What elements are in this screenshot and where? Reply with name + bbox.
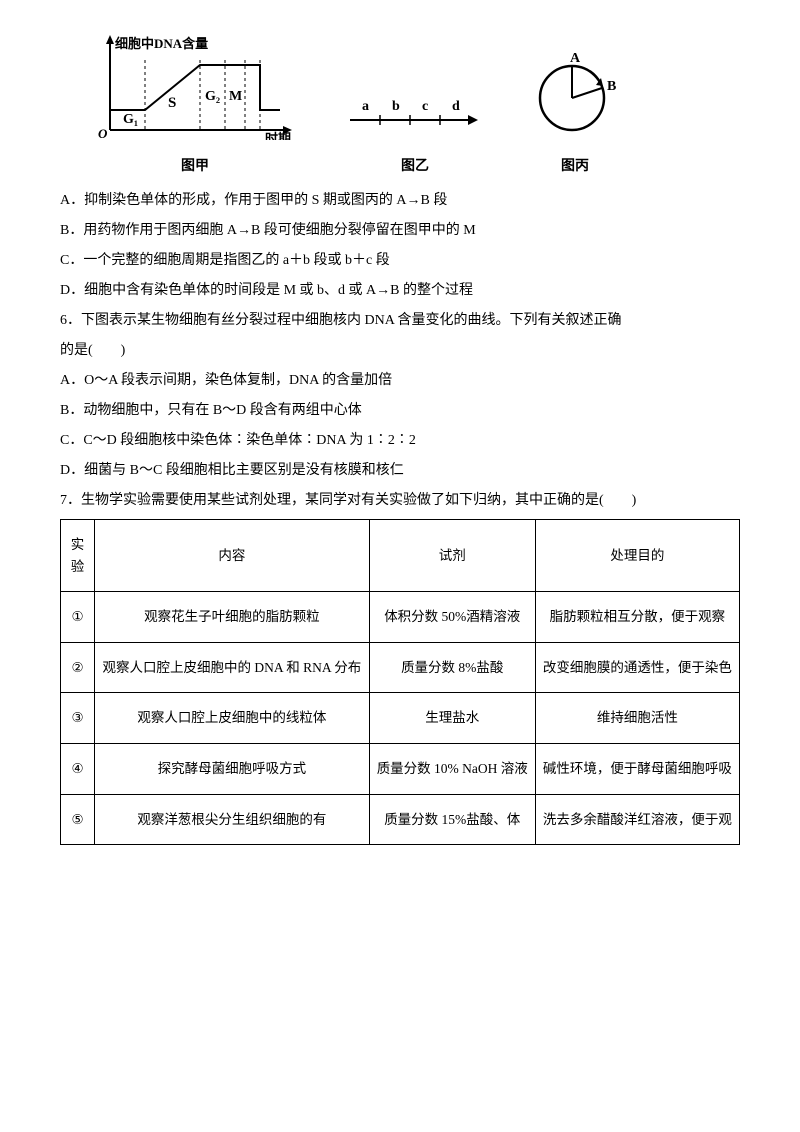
svg-text:时期: 时期 (265, 131, 291, 140)
q6-a: A．O～A 段表示间期，染色体复制，DNA 的含量加倍 (60, 367, 740, 395)
svg-text:G₂: G₂ (205, 89, 220, 104)
table-row: ④ 探究酵母菌细胞呼吸方式 质量分数 10% NaOH 溶液 碱性环境，便于酵母… (61, 743, 740, 794)
table-row: ③ 观察人口腔上皮细胞中的线粒体 生理盐水 维持细胞活性 (61, 693, 740, 744)
th-content: 内容 (95, 520, 370, 592)
table-row: ① 观察花生子叶细胞的脂肪颗粒 体积分数 50%酒精溶液 脂肪颗粒相互分散，便于… (61, 592, 740, 643)
q6-b: B．动物细胞中，只有在 B～D 段含有两组中心体 (60, 397, 740, 425)
opt-b: B．用药物作用于图丙细胞 A→B 段可使细胞分裂停留在图甲中的 M (60, 217, 740, 245)
svg-text:O: O (98, 126, 108, 140)
experiment-table: 实验 内容 试剂 处理目的 ① 观察花生子叶细胞的脂肪颗粒 体积分数 50%酒精… (60, 519, 740, 845)
q6-d: D．细菌与 B～C 段细胞相比主要区别是没有核膜和核仁 (60, 457, 740, 485)
th-reagent: 试剂 (369, 520, 535, 592)
table-body: ① 观察花生子叶细胞的脂肪颗粒 体积分数 50%酒精溶液 脂肪颗粒相互分散，便于… (61, 592, 740, 845)
opt-a: A．抑制染色单体的形成，作用于图甲的 S 期或图丙的 A→B 段 (60, 187, 740, 215)
svg-text:c: c (422, 99, 428, 114)
opt-d: D．细胞中含有染色单体的时间段是 M 或 b、d 或 A→B 的整个过程 (60, 277, 740, 305)
svg-text:S: S (168, 95, 176, 111)
caption-bing: 图丙 (530, 153, 620, 181)
caption-jia: 图甲 (90, 153, 300, 181)
svg-text:M: M (229, 89, 242, 104)
caption-yi: 图乙 (340, 153, 490, 181)
chart-yi-svg: a b c d (340, 80, 490, 140)
figure-jia: 细胞中DNA含量 G₁ S G₂ M 时期 O 图甲 (90, 30, 300, 181)
figures-row: 细胞中DNA含量 G₁ S G₂ M 时期 O 图甲 a b c d 图乙 (90, 30, 740, 181)
figure-bing: A B 图丙 (530, 50, 620, 181)
q6-stem1: 6．下图表示某生物细胞有丝分裂过程中细胞核内 DNA 含量变化的曲线。下列有关叙… (60, 307, 740, 335)
chart-jia-svg: 细胞中DNA含量 G₁ S G₂ M 时期 O (90, 30, 300, 140)
svg-text:b: b (392, 99, 400, 114)
svg-text:d: d (452, 99, 460, 114)
figure-yi: a b c d 图乙 (340, 80, 490, 181)
svg-text:A: A (570, 51, 581, 66)
svg-text:G₁: G₁ (123, 112, 138, 127)
q6-c: C．C～D 段细胞核中染色体∶染色单体∶DNA 为 1∶2∶2 (60, 427, 740, 455)
chart-bing-svg: A B (530, 50, 620, 140)
svg-text:a: a (362, 99, 369, 114)
table-row: ② 观察人口腔上皮细胞中的 DNA 和 RNA 分布 质量分数 8%盐酸 改变细… (61, 642, 740, 693)
ylabel: 细胞中DNA含量 (115, 36, 208, 51)
table-header-row: 实验 内容 试剂 处理目的 (61, 520, 740, 592)
th-purpose: 处理目的 (535, 520, 739, 592)
table-row: ⑤ 观察洋葱根尖分生组织细胞的有 质量分数 15%盐酸、体 洗去多余醋酸洋红溶液… (61, 794, 740, 845)
svg-text:B: B (607, 79, 616, 94)
q7-stem: 7．生物学实验需要使用某些试剂处理，某同学对有关实验做了如下归纳，其中正确的是(… (60, 487, 740, 515)
opt-c: C．一个完整的细胞周期是指图乙的 a＋b 段或 b＋c 段 (60, 247, 740, 275)
q6-stem2: 的是( ) (60, 337, 740, 365)
th-exp: 实验 (61, 520, 95, 592)
